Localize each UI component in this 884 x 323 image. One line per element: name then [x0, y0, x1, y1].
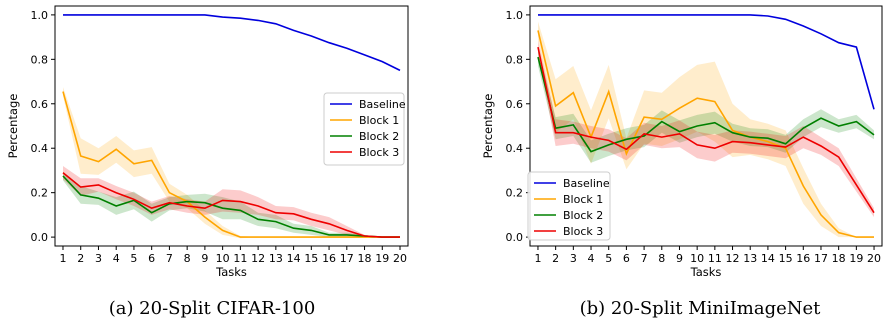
x-tick-label: 1 — [534, 252, 541, 265]
x-tick-label: 9 — [676, 252, 683, 265]
x-tick-label: 2 — [552, 252, 559, 265]
x-tick-label: 9 — [201, 252, 208, 265]
x-tick-label: 19 — [849, 252, 863, 265]
x-tick-label: 7 — [166, 252, 173, 265]
x-axis-label: Tasks — [690, 265, 722, 279]
y-tick-label: 0.8 — [506, 53, 524, 66]
caption-b: (b) 20-Split MiniImageNet — [580, 298, 822, 319]
x-tick-label: 19 — [375, 252, 389, 265]
x-tick-label: 6 — [623, 252, 630, 265]
x-tick-label: 4 — [113, 252, 120, 265]
legend-box — [323, 92, 405, 166]
y-tick-label: 0.8 — [31, 53, 49, 66]
legend: Baseline Block 1 Block 2 Block 3 — [323, 92, 406, 166]
band-block-2 — [63, 171, 400, 238]
x-tick-label: 2 — [77, 252, 84, 265]
line-block-3 — [537, 46, 875, 214]
x-tick-label: 11 — [233, 252, 247, 265]
legend-label-block-3: Block 3 — [359, 146, 399, 159]
x-tick-label: 12 — [726, 252, 740, 265]
legend-label-baseline: Baseline — [563, 177, 610, 190]
x-tick-label: 13 — [269, 252, 283, 265]
y-tick-label: 0.0 — [506, 231, 524, 244]
y-tick-label: 0.2 — [31, 187, 49, 200]
x-tick-label: 3 — [95, 252, 102, 265]
x-tick-label: 6 — [148, 252, 155, 265]
line-block-2 — [62, 175, 400, 238]
line-block-2 — [537, 56, 875, 153]
line-block-3 — [62, 172, 400, 238]
chart-a: 0.00.20.40.60.81.01 2 3 4 5 6 7 8 9 10 11 12 13 14 15 1… — [6, 5, 409, 279]
legend: Baseline Block 1 Block 2 Block 3 — [527, 171, 611, 241]
line-block-1 — [537, 30, 874, 238]
x-tick-label: 20 — [393, 252, 407, 265]
x-tick-label: 16 — [796, 252, 810, 265]
legend-label-block-2: Block 2 — [359, 130, 399, 143]
x-tick-label: 7 — [641, 252, 648, 265]
x-tick-label: 17 — [340, 252, 354, 265]
legend-label-block-2: Block 2 — [563, 209, 603, 222]
y-tick-label: 0.6 — [506, 98, 524, 111]
x-tick-label: 10 — [216, 252, 230, 265]
x-axis-label: Tasks — [215, 265, 247, 279]
x-tick-label: 10 — [690, 252, 704, 265]
x-tick-label: 12 — [251, 252, 265, 265]
legend-label-baseline: Baseline — [359, 98, 406, 111]
y-tick-label: 0.4 — [506, 142, 524, 155]
band-block-1 — [538, 21, 874, 238]
x-tick-label: 11 — [708, 252, 722, 265]
line-block-1 — [62, 91, 400, 238]
legend-label-block-3: Block 3 — [563, 225, 603, 238]
y-tick-label: 0.2 — [506, 187, 524, 200]
x-tick-label: 5 — [130, 252, 137, 265]
y-tick-label: 1.0 — [506, 9, 524, 22]
x-tick-label: 3 — [570, 252, 577, 265]
x-tick-label: 8 — [184, 252, 191, 265]
y-axis-label: Percentage — [481, 94, 495, 159]
band-block-2 — [538, 48, 874, 163]
legend-label-block-1: Block 1 — [563, 193, 603, 206]
y-tick-label: 0.0 — [31, 231, 49, 244]
x-tick-label: 18 — [358, 252, 372, 265]
y-tick-label: 0.4 — [31, 142, 49, 155]
y-tick-label: 1.0 — [31, 9, 49, 22]
x-tick-label: 5 — [605, 252, 612, 265]
x-tick-label: 1 — [59, 252, 66, 265]
band-block-3 — [538, 40, 874, 218]
x-tick-label: 15 — [779, 252, 793, 265]
x-tick-label: 15 — [304, 252, 318, 265]
plot-frame — [54, 5, 409, 247]
x-tick-label: 13 — [743, 252, 757, 265]
y-axis-label: Percentage — [6, 94, 20, 159]
x-tick-label: 14 — [287, 252, 301, 265]
x-tick-label: 8 — [658, 252, 665, 265]
legend-box — [527, 171, 611, 241]
band-block-1 — [63, 87, 400, 239]
caption-a: (a) 20-Split CIFAR-100 — [109, 298, 316, 319]
line-baseline — [63, 14, 401, 72]
plot-frame — [529, 5, 883, 247]
x-tick-label: 16 — [322, 252, 336, 265]
x-tick-label: 4 — [588, 252, 595, 265]
y-tick-label: 0.6 — [31, 98, 49, 111]
line-baseline — [538, 14, 875, 110]
x-tick-label: 17 — [814, 252, 828, 265]
x-tick-label: 14 — [761, 252, 775, 265]
x-tick-label: 18 — [832, 252, 846, 265]
chart-b: 0.00.20.40.60.81.01 2 3 4 5 6 7 8 9 10 11 12 13 14 15 1… — [481, 5, 883, 279]
legend-label-block-1: Block 1 — [359, 114, 399, 127]
x-tick-label: 20 — [867, 252, 881, 265]
